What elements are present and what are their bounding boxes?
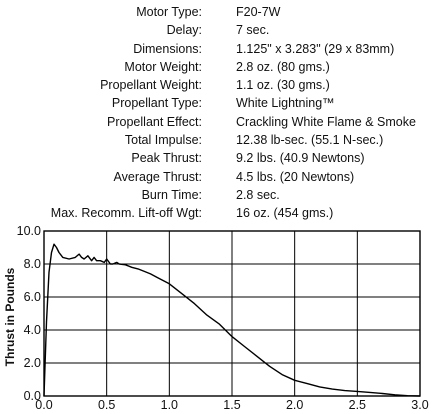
spec-row: Propellant Effect: Crackling White Flame … <box>0 113 436 131</box>
spec-value: 1.1 oz. (30 gms.) <box>236 78 330 93</box>
thrust-series-line <box>43 243 421 397</box>
spec-label: Average Thrust: <box>113 169 202 184</box>
plot-frame <box>43 230 421 397</box>
spec-value: Crackling White Flame & Smoke <box>236 114 416 129</box>
spec-value: 16 oz. (454 gms.) <box>236 206 334 221</box>
grid <box>44 231 420 396</box>
y-axis-label: Thrust in Pounds <box>3 267 17 366</box>
spec-value: White Lightning™ <box>236 96 335 111</box>
y-tick-label: 6.0 <box>24 290 41 304</box>
spec-row: Motor Type: F20-7W <box>0 3 436 21</box>
spec-row: Motor Weight: 2.8 oz. (80 gms.) <box>0 58 436 76</box>
spec-label: Max. Recomm. Lift-off Wgt: <box>50 206 202 221</box>
spec-label: Dimensions: <box>133 41 202 56</box>
y-tick-label: 8.0 <box>24 257 41 271</box>
spec-label: Motor Type: <box>136 5 202 19</box>
y-tick-label: 0.0 <box>24 389 41 403</box>
x-tick-label: 3.0 <box>411 398 428 412</box>
spec-value: 2.8 sec. <box>236 187 280 202</box>
spec-value: 2.8 oz. (80 gms.) <box>236 59 330 74</box>
spec-value: 1.125" x 3.283" (29 x 83mm) <box>236 41 395 56</box>
spec-label: Propellant Weight: <box>100 78 202 93</box>
spec-row: Dimensions: 1.125" x 3.283" (29 x 83mm) <box>0 40 436 58</box>
spec-label: Motor Weight: <box>124 59 202 74</box>
y-tick-label: 2.0 <box>24 356 41 370</box>
x-tick-label: 2.5 <box>349 398 366 412</box>
spec-label: Delay: <box>166 23 202 38</box>
x-tick-label: 0.0 <box>35 398 52 412</box>
x-tick-label: 2.0 <box>286 398 303 412</box>
spec-row: Delay: 7 sec. <box>0 21 436 39</box>
spec-row: Propellant Weight: 1.1 oz. (30 gms.) <box>0 76 436 94</box>
y-tick-label: 4.0 <box>24 323 41 337</box>
spec-row: Propellant Type: White Lightning™ <box>0 94 436 112</box>
spec-row: Average Thrust: 4.5 lbs. (20 Newtons) <box>0 168 436 186</box>
spec-value: 7 sec. <box>236 23 270 38</box>
spec-row: Peak Thrust: 9.2 lbs. (40.9 Newtons) <box>0 149 436 167</box>
spec-value: 12.38 lb-sec. (55.1 N-sec.) <box>236 133 384 148</box>
spec-value: F20-7W <box>236 5 281 19</box>
spec-row: Total Impulse: 12.38 lb-sec. (55.1 N-sec.… <box>0 131 436 149</box>
spec-label: Propellant Effect: <box>107 114 202 129</box>
motor-specs: Motor Type: F20-7W Delay: 7 sec. Dimensions:… <box>0 3 436 223</box>
x-tick-label: 1.5 <box>223 398 240 412</box>
y-tick-label: 10.0 <box>17 224 41 238</box>
spec-label: Peak Thrust: <box>131 151 202 166</box>
spec-label: Total Impulse: <box>124 133 202 148</box>
spec-value: 9.2 lbs. (40.9 Newtons) <box>236 151 365 166</box>
spec-row: Max. Recomm. Lift-off Wgt: 16 oz. (454 gm… <box>0 204 436 222</box>
tick-labels: 0.0 0.5 1.0 1.5 2.0 2.5 3.0 0.0 2.0 4.0 6.0 8.0 10.0 <box>17 224 429 412</box>
x-tick-label: 1.0 <box>161 398 178 412</box>
spec-row: Burn Time: 2.8 sec. <box>0 186 436 204</box>
spec-value: 4.5 lbs. (20 Newtons) <box>236 169 355 184</box>
x-tick-label: 0.5 <box>98 398 115 412</box>
spec-label: Burn Time: <box>141 187 202 202</box>
spec-label: Propellant Type: <box>111 96 202 111</box>
